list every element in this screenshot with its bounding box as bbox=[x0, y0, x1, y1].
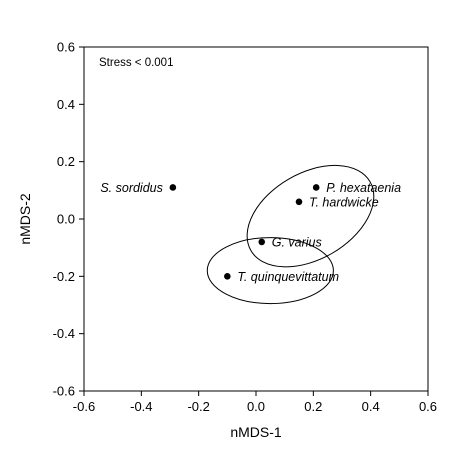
x-tick-label: 0.6 bbox=[419, 399, 437, 414]
group-ellipse bbox=[246, 164, 375, 268]
data-point bbox=[312, 184, 320, 191]
x-tick-label: 0.2 bbox=[304, 399, 322, 414]
y-tick-label: 0.4 bbox=[57, 97, 75, 112]
data-point bbox=[224, 273, 231, 280]
y-tick-label: -0.2 bbox=[53, 269, 75, 284]
stress-annotation: Stress < 0.001 bbox=[99, 57, 173, 69]
y-axis-label: nMDS-2 bbox=[17, 193, 33, 245]
plot-frame bbox=[83, 46, 429, 392]
data-point bbox=[169, 184, 177, 191]
data-point bbox=[295, 198, 303, 206]
x-tick-label: 0.4 bbox=[362, 399, 380, 414]
y-tick-label: 0.0 bbox=[57, 212, 75, 227]
x-tick-label: -0.6 bbox=[73, 399, 95, 414]
point-label: T. quinquevittatum bbox=[237, 270, 339, 284]
point-label: P. hexataenia bbox=[326, 181, 401, 195]
y-tick-label: -0.4 bbox=[53, 326, 75, 341]
y-tick-label: -0.6 bbox=[53, 384, 75, 399]
x-tick-label: -0.4 bbox=[130, 399, 152, 414]
x-axis-ticks: -0.6 -0.4 -0.2 0.0 0.2 0.4 0.6 bbox=[73, 391, 437, 414]
group-ellipse bbox=[206, 237, 334, 305]
x-tick-label: -0.2 bbox=[187, 399, 209, 414]
point-label: G. varius bbox=[272, 235, 322, 249]
y-tick-label: 0.2 bbox=[57, 154, 75, 169]
data-point bbox=[258, 238, 266, 246]
y-tick-label: 0.6 bbox=[57, 40, 75, 55]
group-ellipses bbox=[206, 164, 375, 305]
point-label: S. sordidus bbox=[100, 181, 163, 195]
point-label: T. hardwicke bbox=[309, 195, 379, 209]
y-axis-ticks: -0.6 -0.4 -0.2 0.0 0.2 0.4 0.6 bbox=[53, 40, 84, 399]
x-axis-label: nMDS-1 bbox=[230, 424, 282, 440]
x-tick-label: 0.0 bbox=[247, 399, 265, 414]
